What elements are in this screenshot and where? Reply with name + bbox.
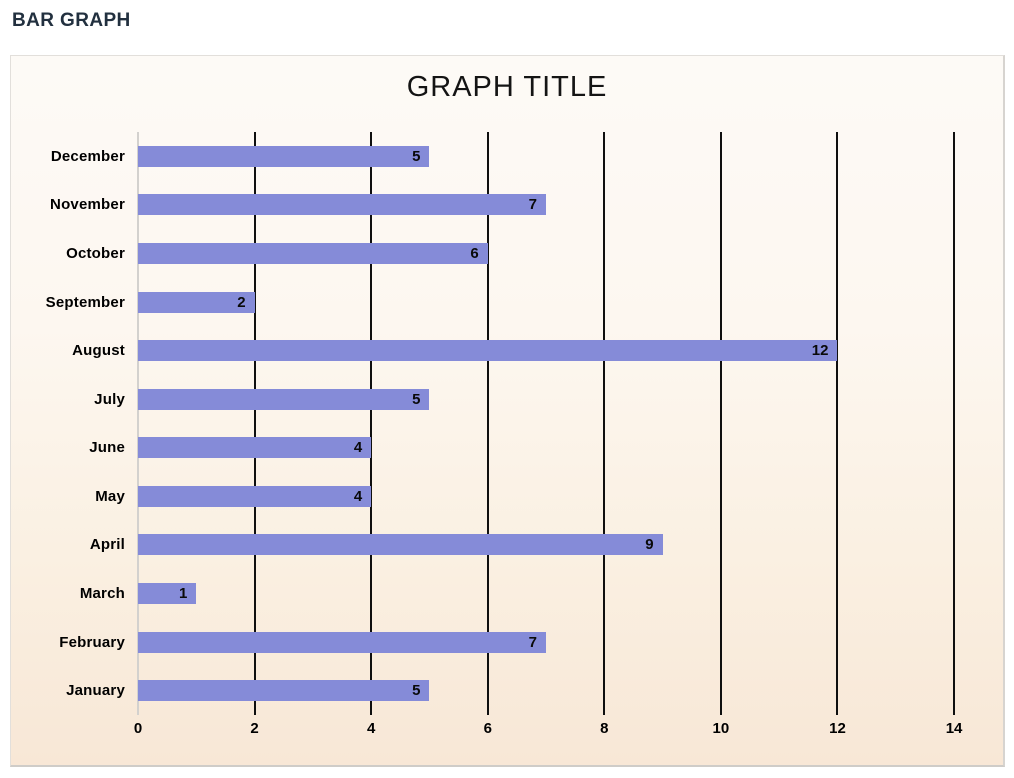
chart-row: June 4: [11, 423, 1003, 472]
bar: 4: [138, 485, 372, 507]
gridline: [719, 132, 722, 715]
chart-row: May 4: [11, 472, 1003, 521]
bar: 12: [138, 340, 838, 362]
bar: 7: [138, 194, 547, 216]
bar-chart: GRAPH TITLE 0 2 4 6 8 10 12 14 December 5 November…: [10, 55, 1005, 767]
bar: 4: [138, 437, 372, 459]
bar: 5: [138, 680, 430, 702]
category-label: November: [50, 196, 125, 214]
category-label: July: [94, 390, 125, 408]
bar: 7: [138, 631, 547, 653]
value-axis-line: [137, 132, 139, 715]
bar-value-label: 7: [528, 633, 538, 651]
category-label: October: [66, 244, 125, 262]
bar-value-label: 5: [412, 390, 421, 408]
bar: 9: [138, 534, 663, 556]
category-label: March: [79, 585, 125, 602]
category-label: September: [45, 293, 125, 311]
gridline: [486, 132, 489, 715]
x-tick-label: 6: [483, 720, 492, 737]
bar-value-label: 7: [528, 196, 538, 214]
bar-value-label: 9: [645, 536, 654, 554]
gridline: [603, 132, 606, 715]
bar-value-label: 4: [353, 487, 363, 505]
chart-row: August 12: [11, 326, 1003, 375]
chart-row: March 1: [11, 569, 1003, 618]
plot-area: 0 2 4 6 8 10 12 14 December 5 November 7 October 6 Sep…: [11, 56, 1003, 765]
bar: 6: [138, 242, 488, 264]
category-label: May: [95, 487, 125, 505]
x-tick-label: 4: [366, 720, 376, 737]
bar: 5: [138, 145, 430, 167]
bar: 1: [138, 583, 197, 604]
category-label: August: [72, 342, 125, 360]
bar: 2: [138, 291, 255, 313]
gridline: [370, 132, 373, 715]
chart-row: January 5: [11, 666, 1003, 715]
x-tick-label: 12: [829, 720, 846, 737]
chart-row: February 7: [11, 618, 1003, 667]
bar-value-label: 1: [178, 585, 188, 602]
x-tick-label: 8: [600, 720, 609, 737]
category-label: December: [50, 147, 125, 165]
x-tick-label: 10: [712, 720, 730, 737]
chart-row: November 7: [11, 181, 1003, 230]
bar: 5: [138, 388, 430, 410]
chart-row: July 5: [11, 375, 1003, 424]
bar-value-label: 12: [811, 342, 829, 360]
bar-value-label: 5: [412, 682, 421, 700]
bar-value-label: 5: [412, 147, 421, 165]
chart-row: December 5: [11, 132, 1003, 181]
chart-row: April 9: [11, 521, 1003, 570]
x-tick-label: 14: [945, 720, 963, 737]
bar-value-label: 4: [353, 439, 363, 457]
bar-value-label: 2: [237, 293, 246, 311]
x-tick-label: 0: [133, 720, 143, 737]
category-label: January: [66, 682, 125, 700]
category-label: April: [89, 536, 125, 554]
chart-title: GRAPH TITLE: [406, 71, 608, 103]
page-title: BAR GRAPH: [12, 10, 131, 31]
gridline: [836, 132, 839, 715]
chart-row: September 2: [11, 278, 1003, 327]
category-label: February: [59, 633, 125, 651]
gridline: [953, 132, 956, 715]
category-label: June: [89, 439, 125, 457]
chart-row: October 6: [11, 229, 1003, 278]
x-tick-label: 2: [250, 720, 259, 737]
gridline: [253, 132, 256, 715]
bar-value-label: 6: [470, 244, 479, 262]
